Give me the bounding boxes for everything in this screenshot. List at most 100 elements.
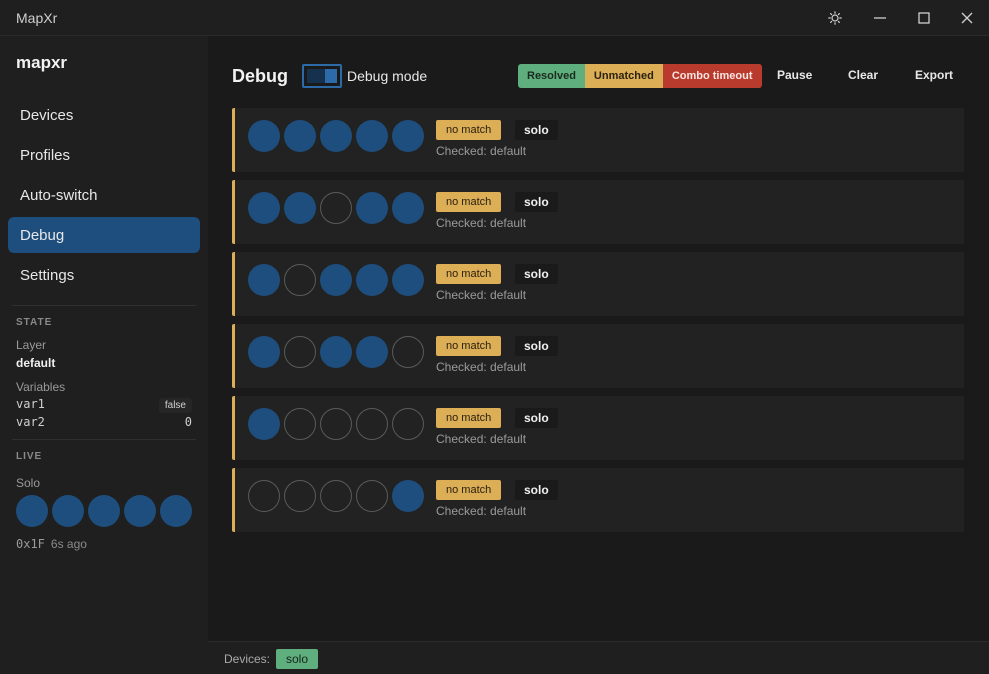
event-row[interactable]: no match solo Checked: default xyxy=(232,252,964,316)
finger-dot xyxy=(160,495,192,527)
event-row[interactable]: no match solo Checked: default xyxy=(232,324,964,388)
export-button[interactable]: Export xyxy=(915,68,954,82)
live-meta: 0x1F 6s ago xyxy=(16,537,87,551)
debug-mode-label: Debug mode xyxy=(347,68,428,84)
status-badge: no match xyxy=(436,480,502,500)
finger-dot-pressed xyxy=(320,264,352,296)
toggle-track xyxy=(307,69,325,83)
finger-dot-released xyxy=(320,480,352,512)
variable-name: var2 xyxy=(16,415,45,429)
layer-label: Layer xyxy=(16,338,47,352)
nav-profiles[interactable]: Profiles xyxy=(8,137,200,173)
checked-layers: Checked: default xyxy=(436,360,527,374)
status-badge: no match xyxy=(436,192,502,212)
minimize-button[interactable] xyxy=(858,0,902,36)
device-badge: solo xyxy=(515,120,558,140)
status-badge: no match xyxy=(436,264,502,284)
finger-dot-released xyxy=(248,480,280,512)
device-badge: solo xyxy=(515,264,558,284)
finger-dots xyxy=(248,480,424,512)
debug-mode-toggle[interactable] xyxy=(302,64,342,88)
finger-dot-released xyxy=(392,408,424,440)
finger-dot xyxy=(16,495,48,527)
finger-dot-pressed xyxy=(356,192,388,224)
event-row[interactable]: no match solo Checked: default xyxy=(232,108,964,172)
page-title: Debug xyxy=(232,66,288,86)
nav-label: Debug xyxy=(20,226,65,244)
device-chip[interactable]: solo xyxy=(276,649,319,669)
theme-icon xyxy=(828,11,842,25)
live-age: 6s ago xyxy=(50,537,87,551)
device-badge: solo xyxy=(515,192,558,212)
finger-dot xyxy=(124,495,156,527)
finger-dot-pressed xyxy=(356,264,388,296)
finger-dot-pressed xyxy=(392,120,424,152)
event-row[interactable]: no match solo Checked: default xyxy=(232,180,964,244)
nav-label: Settings xyxy=(20,266,75,284)
title-bar: MapXr xyxy=(0,0,989,36)
nav-devices[interactable]: Devices xyxy=(8,97,200,133)
finger-dot-pressed xyxy=(356,120,388,152)
variable-value: 0 xyxy=(184,415,192,429)
finger-dot-pressed xyxy=(284,192,316,224)
finger-dot-pressed xyxy=(248,192,280,224)
finger-dots xyxy=(248,336,424,368)
variable-value: false xyxy=(158,398,192,413)
finger-dot-pressed xyxy=(248,120,280,152)
theme-toggle-button[interactable] xyxy=(813,0,857,36)
nav-settings[interactable]: Settings xyxy=(8,257,200,293)
finger-dot-pressed xyxy=(392,192,424,224)
window-title: MapXr xyxy=(16,10,58,26)
toggle-knob xyxy=(325,69,337,83)
state-section-title: STATE xyxy=(16,317,53,328)
finger-dot-pressed xyxy=(392,480,424,512)
finger-dot-pressed xyxy=(320,336,352,368)
nav-label: Devices xyxy=(20,106,74,124)
checked-layers: Checked: default xyxy=(436,216,527,230)
live-code: 0x1F xyxy=(16,537,45,551)
checked-layers: Checked: default xyxy=(436,288,527,302)
debug-panel: Debug Debug mode Resolved Unmatched Comb… xyxy=(208,36,989,641)
finger-dot-released xyxy=(284,480,316,512)
finger-dots xyxy=(248,192,424,224)
nav-label: Profiles xyxy=(20,146,71,164)
finger-dot-pressed xyxy=(320,120,352,152)
divider xyxy=(12,305,196,306)
checked-layers: Checked: default xyxy=(436,144,527,158)
checked-layers: Checked: default xyxy=(436,504,527,518)
app-brand: mapxr xyxy=(16,53,68,72)
finger-dot xyxy=(88,495,120,527)
finger-dot-released xyxy=(392,336,424,368)
devices-label: Devices: xyxy=(224,652,271,666)
finger-dot-released xyxy=(284,408,316,440)
event-row[interactable]: no match solo Checked: default xyxy=(232,396,964,460)
event-row[interactable]: no match solo Checked: default xyxy=(232,468,964,532)
status-badge: no match xyxy=(436,336,502,356)
nav-auto-switch[interactable]: Auto-switch xyxy=(8,177,200,213)
variables-label: Variables xyxy=(16,380,66,394)
finger-dot xyxy=(52,495,84,527)
divider xyxy=(12,439,196,440)
nav-label: Auto-switch xyxy=(20,186,98,204)
finger-dot-pressed xyxy=(248,408,280,440)
live-finger-dots xyxy=(16,495,192,527)
finger-dot-pressed xyxy=(356,336,388,368)
clear-button[interactable]: Clear xyxy=(848,68,879,82)
minimize-icon xyxy=(874,17,886,19)
close-button[interactable] xyxy=(945,0,989,36)
finger-dot-released xyxy=(320,408,352,440)
legend-unmatched: Unmatched xyxy=(584,64,663,88)
pause-button[interactable]: Pause xyxy=(777,68,813,82)
finger-dots xyxy=(248,264,424,296)
finger-dot-pressed xyxy=(248,264,280,296)
legend-resolved: Resolved xyxy=(518,64,585,88)
variable-name: var1 xyxy=(16,397,45,411)
finger-dot-pressed xyxy=(284,120,316,152)
maximize-icon xyxy=(918,12,930,24)
finger-dot-released xyxy=(356,408,388,440)
finger-dot-released xyxy=(320,192,352,224)
nav-debug[interactable]: Debug xyxy=(8,217,200,253)
layer-value: default xyxy=(16,356,56,370)
maximize-button[interactable] xyxy=(902,0,946,36)
device-badge: solo xyxy=(515,336,558,356)
